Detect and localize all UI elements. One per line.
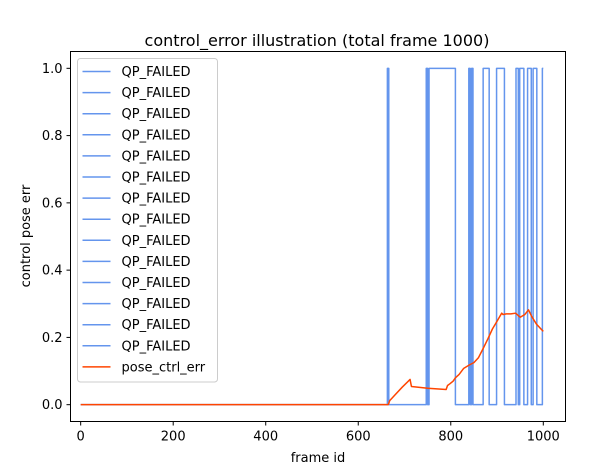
x-tick-label: 1000: [527, 430, 560, 445]
legend-box: [77, 58, 218, 383]
legend: QP_FAILED QP_FAILED QP_FAILED QP_FAILED QP_F…: [77, 58, 218, 383]
legend-label: QP_FAILED: [122, 234, 191, 249]
legend-label: QP_FAILED: [122, 128, 191, 143]
legend-label: QP_FAILED: [122, 318, 191, 333]
y-tick-label: 1.0: [42, 62, 63, 77]
chart-title: control_error illustration (total frame …: [145, 31, 490, 51]
y-axis-label: control pose err: [19, 184, 34, 287]
legend-label: QP_FAILED: [122, 255, 191, 270]
y-tick-label: 0.4: [42, 264, 63, 279]
legend-label: QP_FAILED: [122, 276, 191, 291]
x-tick-label: 200: [161, 430, 186, 445]
x-tick-label: 600: [346, 430, 371, 445]
legend-label: QP_FAILED: [122, 149, 191, 164]
x-tick-label: 400: [253, 430, 278, 445]
series-line-pose-ctrl-err: [80, 309, 544, 406]
plot-frame: [70, 51, 566, 422]
legend-label: QP_FAILED: [122, 339, 191, 354]
legend-label: QP_FAILED: [122, 192, 191, 207]
y-tick-label: 0.6: [42, 196, 63, 211]
x-axis-label: frame id: [291, 451, 346, 466]
legend-label: QP_FAILED: [122, 213, 191, 228]
legend-label: QP_FAILED: [122, 171, 191, 186]
x-tick-label: 800: [438, 430, 463, 445]
series-line-qp-failed: [80, 67, 544, 406]
legend-label: QP_FAILED: [122, 297, 191, 312]
legend-label: pose_ctrl_err: [122, 360, 206, 375]
legend-label: QP_FAILED: [122, 107, 191, 122]
y-tick-label: 0.8: [42, 129, 63, 144]
x-tick-label: 0: [77, 430, 85, 445]
legend-label: QP_FAILED: [122, 86, 191, 101]
y-tick-label: 0.2: [42, 331, 63, 346]
y-tick-label: 0.0: [42, 398, 63, 413]
legend-label: QP_FAILED: [122, 65, 191, 80]
